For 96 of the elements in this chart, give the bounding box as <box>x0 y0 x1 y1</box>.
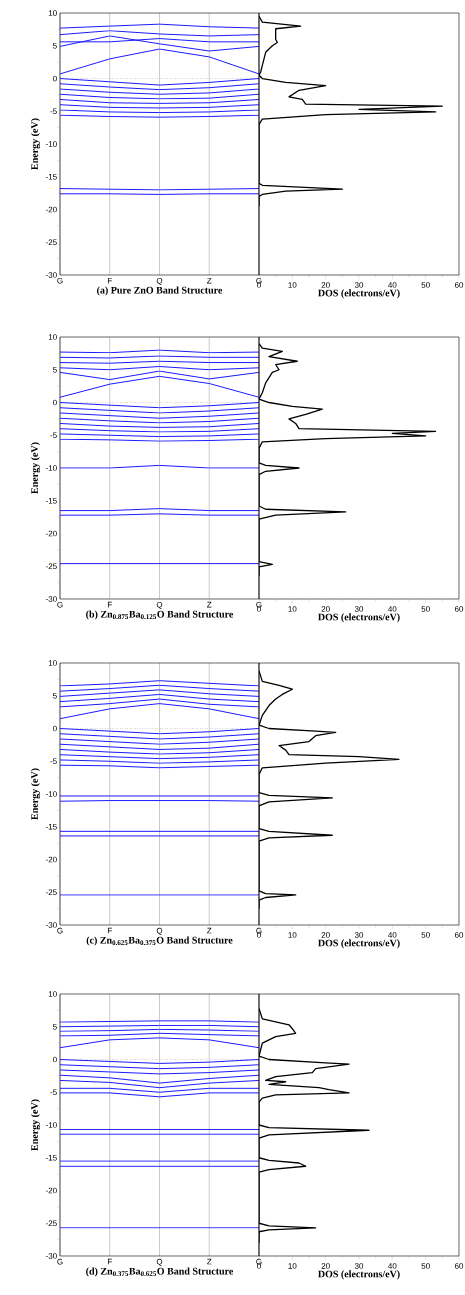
x-tick-label: 40 <box>388 932 397 938</box>
x-tick-label: 30 <box>354 1263 364 1269</box>
x-tick-label: 50 <box>421 932 430 938</box>
x-tick-label: 40 <box>388 282 397 288</box>
x-tick-label: 10 <box>288 606 297 612</box>
x-tick-label: 60 <box>454 1263 464 1269</box>
y-tick-label: -25 <box>45 1220 57 1227</box>
y-tick-label: 10 <box>48 660 57 666</box>
y-tick-label: -10 <box>45 465 57 471</box>
y-axis-title: Energy (eV) <box>30 118 41 170</box>
x-tick-label: Q <box>156 277 163 285</box>
x-tick-label: Z <box>207 927 212 934</box>
x-tick-label: Z <box>207 601 212 608</box>
x-tick-label: F <box>107 277 112 284</box>
x-tick-label: F <box>107 601 112 608</box>
y-tick-label: -15 <box>45 1154 57 1161</box>
x-tick-label: Z <box>207 277 212 284</box>
y-tick-label: -5 <box>50 432 57 439</box>
x-tick-label: 50 <box>421 282 430 288</box>
x-tick-label: 40 <box>388 1263 397 1269</box>
x-tick-label: G <box>256 277 262 284</box>
x-tick-label: Q <box>156 1258 163 1266</box>
y-tick-label: -15 <box>45 823 57 830</box>
y-tick-label: -25 <box>45 889 57 896</box>
y-tick-label: -15 <box>45 173 57 180</box>
y-axis-title: Energy (eV) <box>30 442 41 494</box>
y-tick-label: 0 <box>53 399 57 406</box>
y-tick-label: -20 <box>45 530 57 537</box>
y-tick-label: -25 <box>45 563 57 570</box>
x-tick-label: G <box>256 601 262 608</box>
x-tick-label: 20 <box>321 1263 330 1269</box>
y-tick-label: 5 <box>53 42 57 49</box>
x-tick-label: 10 <box>288 932 297 938</box>
y-tick-label: -5 <box>50 758 57 765</box>
y-tick-label: 10 <box>48 10 57 16</box>
y-tick-label: -15 <box>45 497 57 504</box>
x-axis-title: DOS (electrons/eV) <box>318 613 400 623</box>
x-tick-label: 30 <box>354 606 364 612</box>
x-tick-label: 0 <box>257 282 261 288</box>
x-tick-label: 30 <box>354 282 364 288</box>
x-tick-label: 50 <box>421 1263 430 1269</box>
x-tick-label: G <box>57 927 63 934</box>
x-tick-label: G <box>256 1258 262 1265</box>
x-tick-label: F <box>107 1258 112 1265</box>
x-axis-title: DOS (electrons/eV) <box>318 1270 400 1280</box>
y-tick-label: -30 <box>45 922 57 928</box>
x-tick-label: 60 <box>454 282 464 288</box>
x-tick-label: 50 <box>421 606 430 612</box>
x-axis-title: (d) Zn$_{0.375}$Ba$_{0.625}$O Band Structure <box>86 1267 234 1277</box>
y-tick-label: -20 <box>45 1187 57 1194</box>
y-tick-label: 0 <box>53 75 57 82</box>
y-axis-title: Energy (eV) <box>30 1099 41 1151</box>
x-tick-label: 10 <box>288 1263 297 1269</box>
x-tick-label: 20 <box>321 606 330 612</box>
x-tick-label: G <box>57 601 63 608</box>
x-tick-label: 20 <box>321 282 330 288</box>
y-tick-label: 5 <box>53 366 57 373</box>
x-tick-label: Q <box>156 601 163 609</box>
y-tick-label: 0 <box>53 1056 57 1063</box>
x-tick-label: 30 <box>354 932 364 938</box>
y-tick-label: 10 <box>48 991 57 997</box>
y-tick-label: 5 <box>53 692 57 699</box>
y-tick-label: 0 <box>53 725 57 732</box>
x-axis-title: DOS (electrons/eV) <box>318 939 400 949</box>
y-tick-label: -20 <box>45 856 57 863</box>
y-tick-label: -10 <box>45 141 57 147</box>
y-tick-label: 5 <box>53 1023 57 1030</box>
x-tick-label: 20 <box>321 932 330 938</box>
y-tick-label: -30 <box>45 272 57 278</box>
x-tick-label: 60 <box>454 606 464 612</box>
y-tick-label: -30 <box>45 1253 57 1259</box>
x-axis-title: DOS (electrons/eV) <box>318 289 400 299</box>
x-tick-label: 0 <box>257 932 261 938</box>
y-tick-label: -5 <box>50 1089 57 1096</box>
y-tick-label: -5 <box>50 108 57 115</box>
x-tick-label: F <box>107 927 112 934</box>
x-axis-title: (c) Zn$_{0.625}$Ba$_{0.375}$O Band Structure <box>86 936 233 946</box>
y-tick-label: -30 <box>45 596 57 602</box>
x-tick-label: 60 <box>454 932 464 938</box>
x-tick-label: 10 <box>288 282 297 288</box>
x-axis-title: (a) Pure ZnO Band Structure <box>97 286 223 296</box>
x-tick-label: G <box>57 1258 63 1265</box>
x-tick-label: G <box>57 277 63 284</box>
y-axis-title: Energy (eV) <box>30 768 41 820</box>
x-tick-label: 40 <box>388 606 397 612</box>
y-tick-label: -25 <box>45 239 57 246</box>
x-axis-title: (b) Zn$_{0.875}$Ba$_{0.125}$O Band Structure <box>86 610 234 620</box>
y-tick-label: -20 <box>45 206 57 213</box>
x-tick-label: 0 <box>257 606 261 612</box>
x-tick-label: G <box>256 927 262 934</box>
x-tick-label: 0 <box>257 1263 261 1269</box>
y-tick-label: -10 <box>45 791 57 797</box>
x-tick-label: Z <box>207 1258 212 1265</box>
y-tick-label: 10 <box>48 334 57 340</box>
x-tick-label: Q <box>156 927 163 935</box>
y-tick-label: -10 <box>45 1122 57 1128</box>
